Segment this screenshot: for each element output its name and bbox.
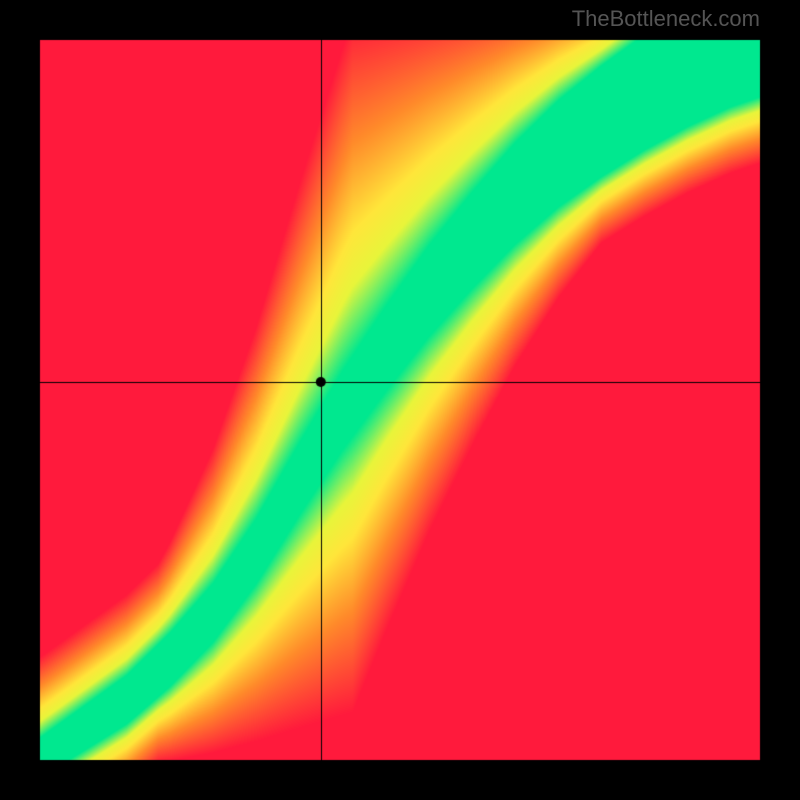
chart-container: TheBottleneck.com <box>0 0 800 800</box>
watermark-text: TheBottleneck.com <box>572 6 760 32</box>
bottleneck-heatmap-canvas <box>0 0 800 800</box>
